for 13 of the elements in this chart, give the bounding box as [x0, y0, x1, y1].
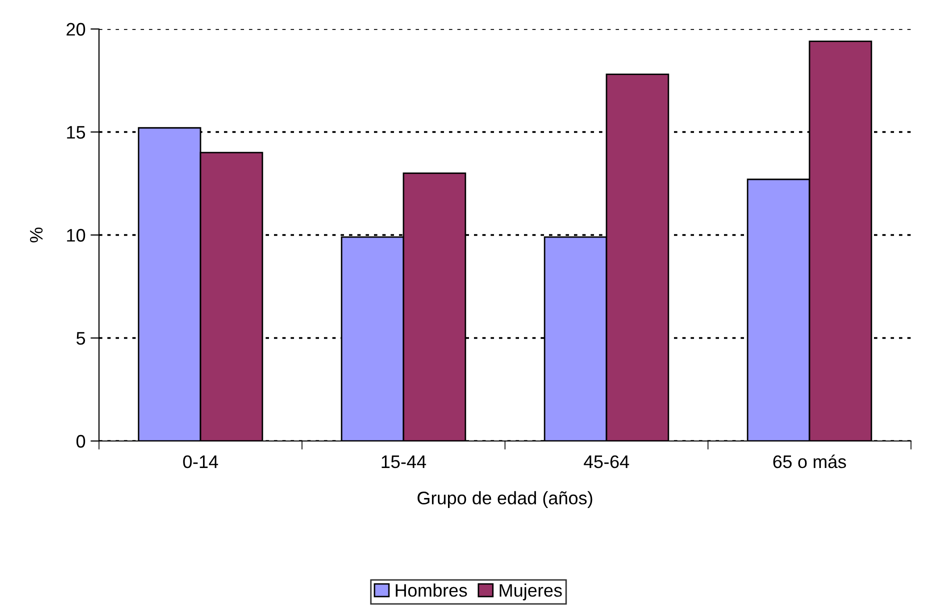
y-tick-label: 10 [67, 228, 86, 242]
y-tick-label: 20 [66, 22, 86, 36]
x-tick-label: 45-64 [584, 455, 630, 468]
y-tick-label: 5 [76, 332, 86, 345]
y-tick-label: 15 [67, 126, 86, 139]
x-axis-title: Grupo de edad (años) [418, 491, 592, 508]
x-tick-label: 0-14 [183, 455, 218, 468]
legend-label: Hombres [396, 584, 467, 597]
x-tick-label: 65 o más [773, 454, 846, 468]
y-axis-title: % [30, 228, 43, 242]
legend-label: Mujeres [500, 584, 562, 600]
y-tick-label: 0 [76, 434, 86, 448]
x-tick-label: 15-44 [382, 456, 426, 468]
